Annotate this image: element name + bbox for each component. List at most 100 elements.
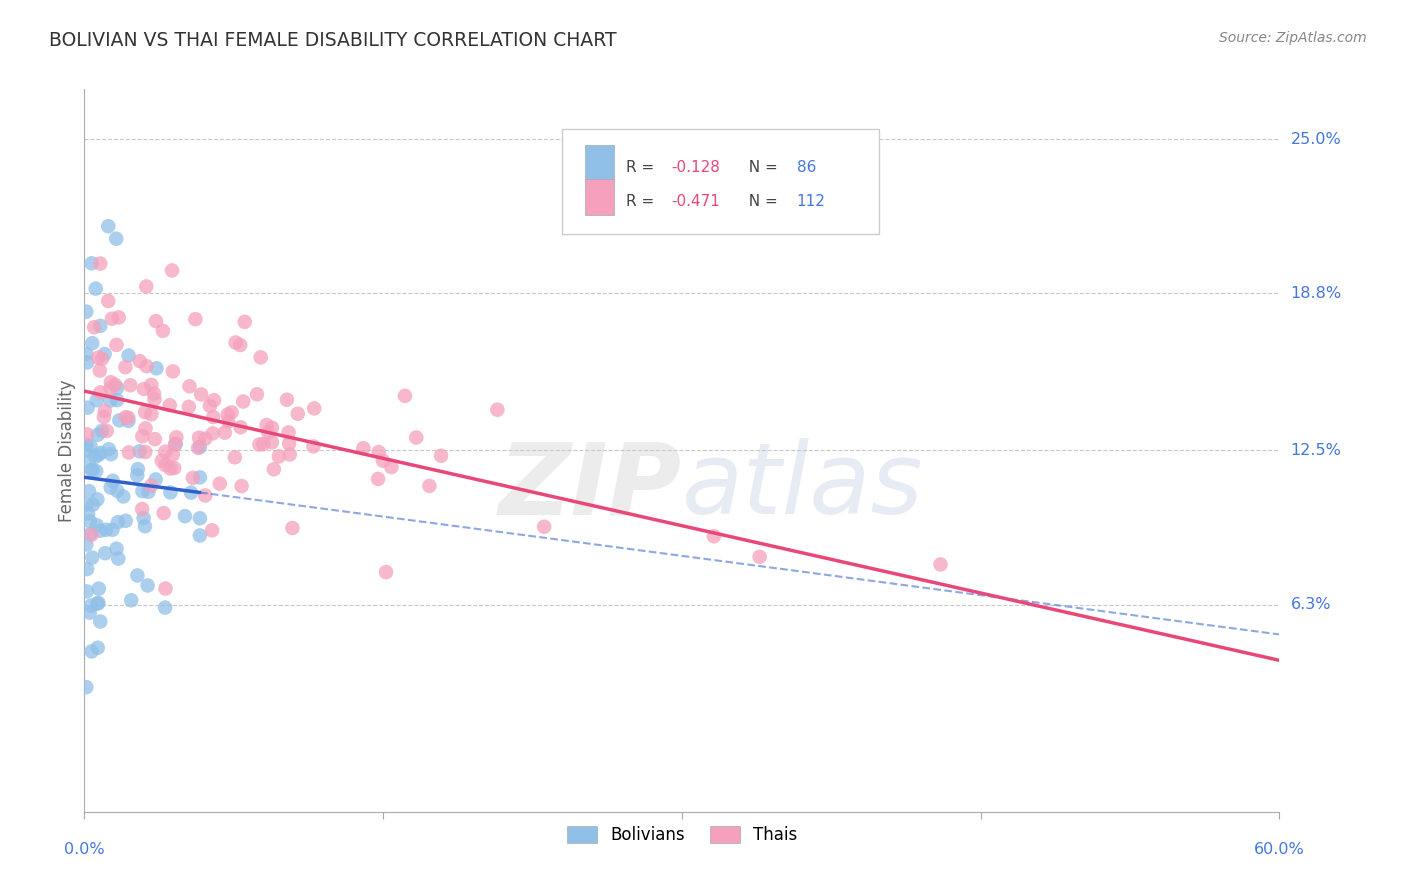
Point bbox=[108, 413, 131, 427]
Point bbox=[105, 483, 128, 498]
Point bbox=[114, 410, 136, 425]
Point bbox=[127, 468, 149, 483]
Point bbox=[152, 506, 174, 520]
Point bbox=[128, 444, 150, 458]
FancyBboxPatch shape bbox=[585, 178, 614, 215]
Point bbox=[302, 439, 325, 453]
Point bbox=[100, 481, 122, 495]
Point bbox=[143, 386, 166, 401]
Point bbox=[229, 338, 252, 352]
Point bbox=[159, 398, 181, 412]
Point bbox=[131, 484, 153, 499]
Point bbox=[89, 257, 111, 271]
FancyBboxPatch shape bbox=[562, 129, 879, 234]
Point bbox=[76, 401, 98, 415]
Point bbox=[380, 460, 402, 475]
Point bbox=[276, 392, 298, 407]
Point bbox=[97, 219, 120, 234]
Point bbox=[141, 407, 163, 421]
Point bbox=[76, 584, 98, 599]
Point bbox=[217, 408, 239, 422]
Point bbox=[179, 379, 201, 393]
Point bbox=[76, 562, 98, 576]
Point bbox=[128, 354, 150, 368]
Point bbox=[257, 425, 280, 440]
Point bbox=[281, 521, 304, 535]
Point bbox=[114, 360, 136, 375]
Text: atlas: atlas bbox=[682, 438, 924, 535]
Point bbox=[260, 435, 283, 450]
Point bbox=[77, 454, 100, 468]
Point bbox=[418, 479, 440, 493]
Point bbox=[105, 232, 128, 246]
Point bbox=[181, 471, 204, 485]
Point bbox=[76, 438, 98, 452]
Point bbox=[174, 509, 197, 524]
Point bbox=[101, 311, 124, 326]
Point bbox=[159, 485, 181, 500]
Point bbox=[97, 293, 120, 308]
Point bbox=[188, 431, 211, 445]
Point bbox=[202, 393, 225, 408]
Point bbox=[155, 458, 177, 472]
Point bbox=[76, 427, 98, 442]
Point bbox=[135, 279, 157, 293]
Text: 25.0%: 25.0% bbox=[1291, 131, 1341, 146]
Y-axis label: Female Disability: Female Disability bbox=[58, 379, 76, 522]
Point bbox=[162, 364, 184, 378]
Point bbox=[187, 441, 209, 455]
Point bbox=[246, 387, 269, 401]
Point bbox=[267, 450, 290, 464]
Point bbox=[229, 420, 252, 434]
Point bbox=[155, 444, 177, 458]
Point bbox=[150, 454, 173, 468]
Point bbox=[252, 437, 274, 451]
Point bbox=[89, 385, 111, 400]
Point bbox=[375, 565, 398, 579]
Text: BOLIVIAN VS THAI FEMALE DISABILITY CORRELATION CHART: BOLIVIAN VS THAI FEMALE DISABILITY CORRE… bbox=[49, 31, 617, 50]
Point bbox=[134, 405, 156, 419]
Text: 12.5%: 12.5% bbox=[1291, 443, 1341, 458]
Point bbox=[86, 597, 108, 611]
Point bbox=[75, 537, 97, 551]
Point bbox=[86, 492, 108, 507]
Point bbox=[82, 463, 104, 477]
Point bbox=[84, 282, 107, 296]
Point bbox=[101, 474, 124, 488]
Point bbox=[75, 498, 97, 512]
Point bbox=[194, 489, 217, 503]
Point bbox=[160, 263, 183, 277]
Point bbox=[101, 523, 124, 537]
Point bbox=[98, 393, 121, 408]
Point bbox=[132, 511, 155, 525]
Point bbox=[91, 424, 114, 438]
Point bbox=[87, 448, 110, 462]
Point bbox=[75, 347, 97, 361]
Point bbox=[486, 402, 509, 417]
Point bbox=[100, 381, 122, 395]
Point bbox=[214, 425, 236, 440]
Text: -0.471: -0.471 bbox=[671, 194, 720, 209]
Point bbox=[352, 441, 374, 455]
Point bbox=[131, 502, 153, 516]
Point bbox=[188, 470, 211, 484]
Text: 0.0%: 0.0% bbox=[65, 842, 104, 857]
Point bbox=[127, 568, 149, 582]
Point bbox=[82, 498, 104, 512]
Point bbox=[75, 304, 97, 318]
Text: R =: R = bbox=[626, 194, 659, 209]
Point bbox=[91, 351, 114, 366]
Point bbox=[141, 377, 163, 392]
Point bbox=[79, 514, 101, 528]
Point bbox=[117, 414, 139, 428]
Point bbox=[260, 421, 283, 435]
Text: 86: 86 bbox=[797, 160, 815, 175]
Point bbox=[127, 462, 149, 476]
Point bbox=[87, 582, 110, 596]
Point bbox=[256, 417, 278, 432]
Point bbox=[79, 606, 101, 620]
Point bbox=[165, 430, 187, 444]
Point bbox=[114, 514, 136, 528]
Text: 60.0%: 60.0% bbox=[1254, 842, 1305, 857]
Point bbox=[155, 582, 177, 596]
